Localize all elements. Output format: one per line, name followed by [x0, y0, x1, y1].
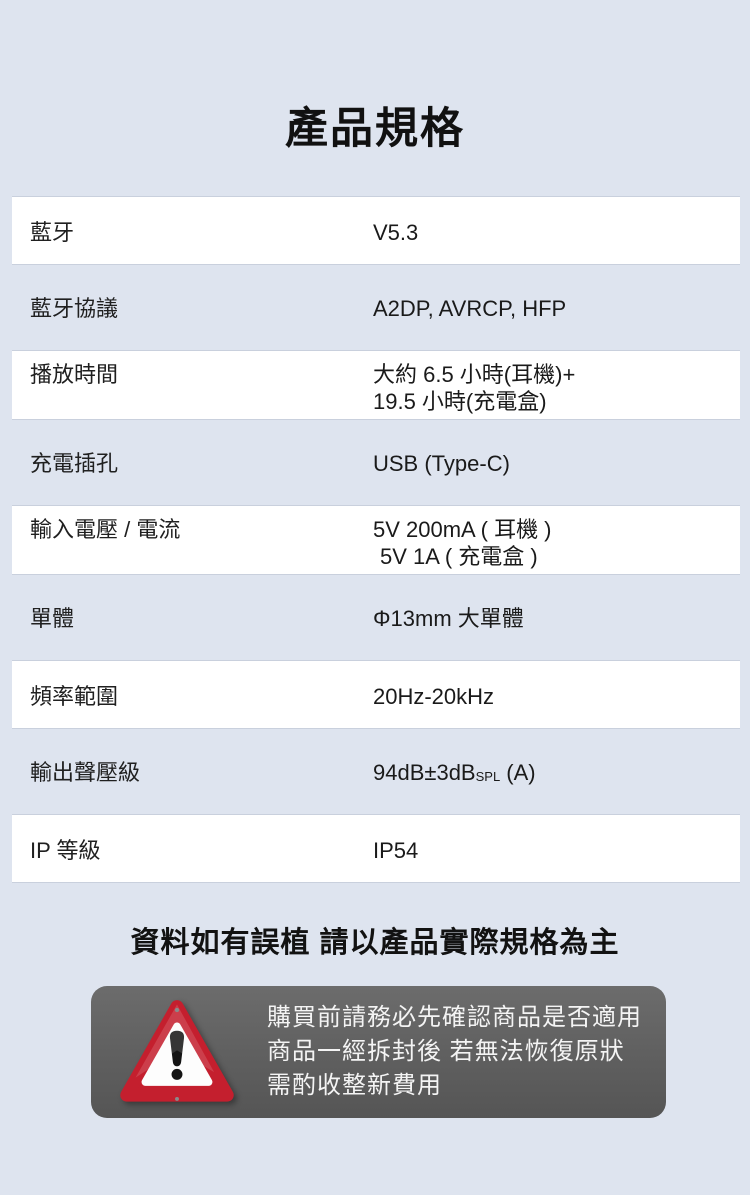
spec-label: 充電插孔	[30, 451, 119, 476]
spec-row-frequency-range: 頻率範圍 20Hz-20kHz	[12, 660, 740, 729]
warning-triangle-icon	[117, 998, 237, 1106]
spec-row-output-spl: 輸出聲壓級 94dB±3dBSPL (A)	[12, 729, 740, 814]
spec-value-line: 5V 200mA ( 耳機 )	[373, 517, 552, 542]
warning-line: 購買前請務必先確認商品是否適用	[267, 1004, 642, 1031]
spec-value-line: 大約 6.5 小時(耳機)+	[373, 362, 576, 387]
spec-label: 藍牙協議	[30, 296, 119, 321]
spec-value: 94dB±3dBSPL (A)	[373, 759, 726, 790]
spec-value: 大約 6.5 小時(耳機)+ 19.5 小時(充電盒)	[373, 361, 726, 415]
spec-value: USB (Type-C)	[373, 451, 510, 476]
spec-label: 輸出聲壓級	[30, 760, 141, 785]
spec-row-playtime: 播放時間 大約 6.5 小時(耳機)+ 19.5 小時(充電盒)	[12, 350, 740, 420]
warning-line: 商品一經拆封後 若無法恢復原狀	[267, 1038, 625, 1065]
warning-text: 購買前請務必先確認商品是否適用 商品一經拆封後 若無法恢復原狀 需酌收整新費用	[267, 1001, 642, 1103]
page-title: 產品規格	[285, 105, 465, 153]
spec-label: 輸入電壓 / 電流	[30, 517, 181, 542]
spec-row-bluetooth: 藍牙 V5.3	[12, 196, 740, 265]
spec-value-line: 5V 1A ( 充電盒 )	[380, 544, 538, 569]
spec-value: Φ13mm 大單體	[373, 606, 524, 631]
spec-row-ip-rating: IP 等級 IP54	[12, 814, 740, 883]
spec-row-input-power: 輸入電壓 / 電流 5V 200mA ( 耳機 ) 5V 1A ( 充電盒 )	[12, 505, 740, 575]
spec-label: 單體	[30, 606, 75, 631]
spec-value-main: 94dB±3dB	[373, 760, 476, 785]
disclaimer-note: 資料如有誤植 請以產品實際規格為主	[130, 927, 620, 959]
spec-value: 5V 200mA ( 耳機 ) 5V 1A ( 充電盒 )	[373, 516, 726, 570]
spec-value-subscript: SPL	[475, 769, 501, 784]
spec-value: 20Hz-20kHz	[373, 684, 495, 709]
spec-value: A2DP, AVRCP, HFP	[373, 296, 567, 321]
warning-line: 需酌收整新費用	[267, 1072, 442, 1099]
spec-label: IP 等級	[30, 838, 101, 863]
warning-box: 購買前請務必先確認商品是否適用 商品一經拆封後 若無法恢復原狀 需酌收整新費用	[91, 986, 666, 1118]
spec-value: V5.3	[373, 220, 419, 245]
spec-label: 藍牙	[30, 220, 75, 245]
spec-row-driver: 單體 Φ13mm 大單體	[12, 575, 740, 660]
spec-table: 藍牙 V5.3 藍牙協議 A2DP, AVRCP, HFP 播放時間 大約 6.…	[12, 196, 740, 883]
spec-label: 頻率範圍	[30, 684, 119, 709]
spec-value: IP54	[373, 838, 419, 863]
spec-row-bluetooth-profiles: 藍牙協議 A2DP, AVRCP, HFP	[12, 265, 740, 350]
spec-row-charging-port: 充電插孔 USB (Type-C)	[12, 420, 740, 505]
spec-value-line: 19.5 小時(充電盒)	[373, 389, 547, 414]
spec-value-tail: (A)	[500, 760, 536, 785]
spec-label: 播放時間	[30, 362, 119, 387]
